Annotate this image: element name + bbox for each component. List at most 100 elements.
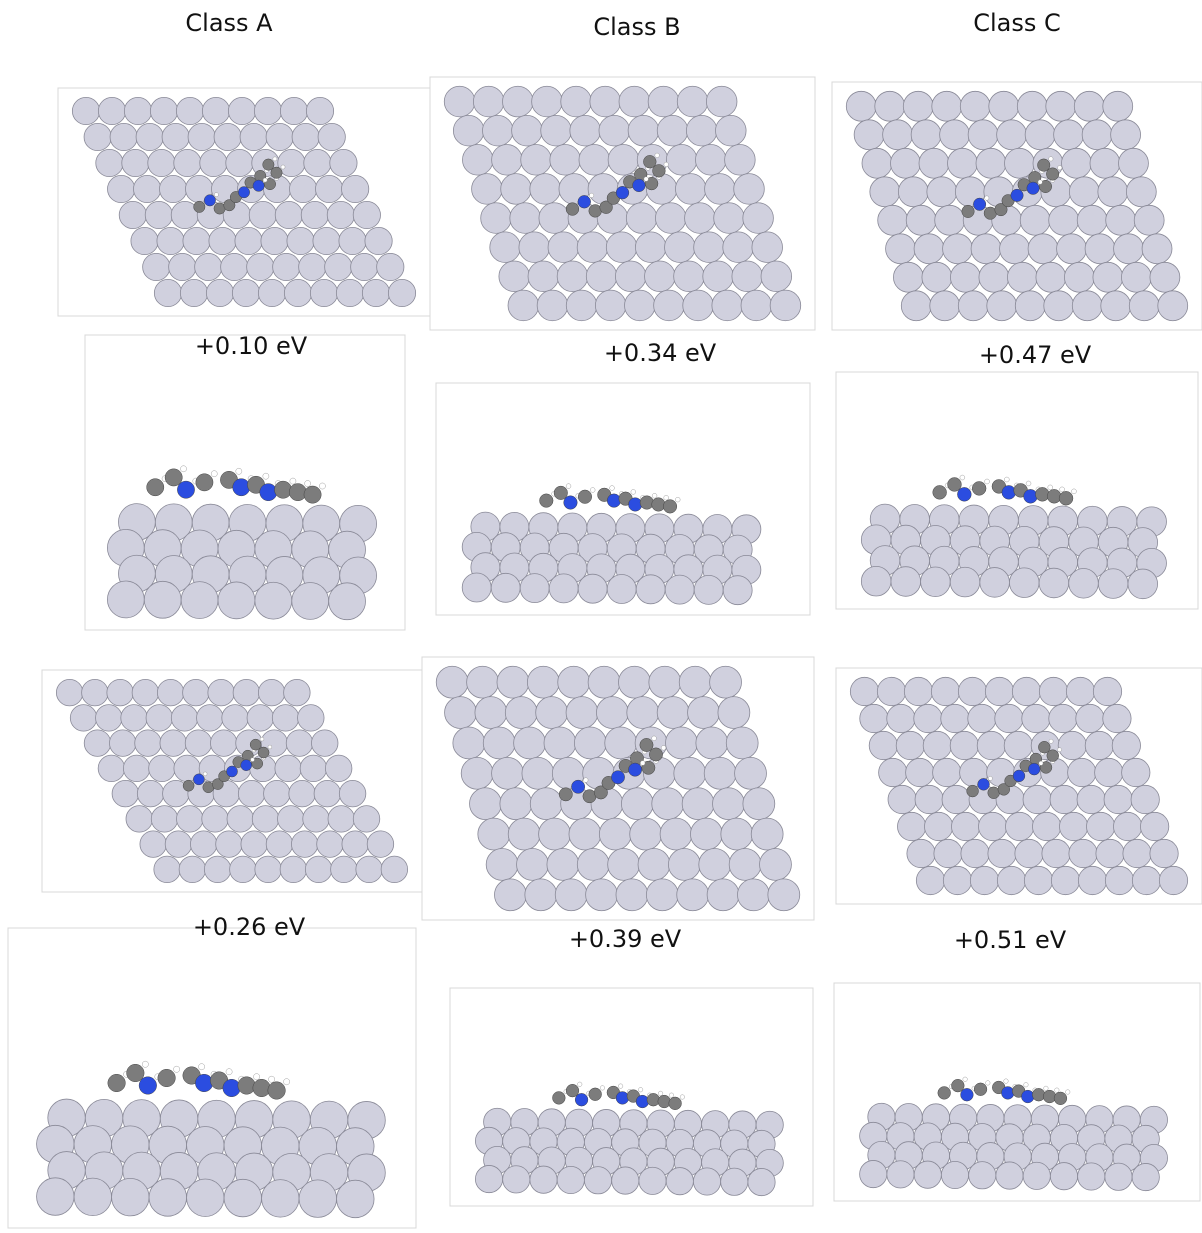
surface-atom [284,679,311,706]
surface-atom [275,201,302,228]
surface-atom [537,290,568,321]
surface-atom [492,145,523,176]
nitrogen-atom [628,498,642,512]
surface-atom [1114,234,1144,264]
surface-atom [227,806,254,833]
surface-atom [1140,812,1168,840]
surface-atom [693,1168,720,1195]
surface-atom [467,666,499,698]
surface-atom [109,730,136,757]
carbon-atom [108,1074,126,1092]
surface-atom [195,253,222,280]
surface-atom [1111,120,1141,150]
surface-atom [255,582,292,619]
surface-atom [968,704,996,732]
surface-atom [530,1166,557,1193]
molecule [540,484,681,513]
surface-atom [1122,758,1150,786]
surface-atom [233,679,260,706]
surface-atom [940,120,970,150]
carbon-atom [938,1087,951,1100]
nitrogen-atom [633,179,646,192]
surface-atom [768,879,800,911]
surface-atom [883,120,913,150]
surface-atom [1129,291,1159,321]
surface-atom [252,806,279,833]
surface-atom [1057,234,1087,264]
surface-atom [891,567,921,597]
surface-atom [306,97,333,124]
carbon-atom [268,1082,286,1100]
surface-atom [608,848,640,880]
hydrogen-atom [985,479,990,484]
surface-atom [226,149,253,176]
surface-atom [1150,262,1180,292]
surface-top-view [846,91,1187,320]
nitrogen-atom [223,1079,241,1097]
surface-atom [977,731,1005,759]
hydrogen-atom [631,489,636,494]
hydrogen-atom [600,1086,605,1091]
hydrogen-atom [577,1082,582,1087]
surface-atom [131,227,158,254]
surface-top-view [850,677,1187,894]
surface-atom [921,567,951,597]
surface-atom [721,818,753,850]
surface-atom [539,203,570,234]
hydrogen-atom [214,193,218,197]
surface-atom [927,177,957,207]
surface-atom [190,831,217,858]
surface-atom [136,123,163,150]
surface-atom [1103,91,1133,121]
surface-atom [636,575,665,604]
surface-atom [595,290,626,321]
surface-atom [1078,1163,1105,1190]
hydrogen-atom [198,1064,204,1070]
hydrogen-atom [290,478,296,484]
surface-atom [915,785,943,813]
nitrogen-atom [241,760,252,771]
surface-atom [261,227,288,254]
hydrogen-atom [319,483,325,489]
hydrogen-atom [986,1081,991,1086]
surface-atom [228,97,255,124]
surface-atom [470,788,502,820]
surface-atom [1104,785,1132,813]
surface-atom [677,879,709,911]
nitrogen-atom [233,479,250,496]
surface-atom [1101,291,1131,321]
surface-atom [330,149,357,176]
surface-atom [98,755,125,782]
surface-atom [162,123,189,150]
surface-atom [716,115,747,146]
surface-atom [180,279,207,306]
surface-atom [688,697,720,729]
surface-atom [490,232,521,263]
surface-atom [151,806,178,833]
nitrogen-atom [260,484,277,501]
surface-atom [657,697,689,729]
surface-atom [914,704,942,732]
surface-atom [473,86,504,117]
surface-atom [1098,569,1128,599]
carbon-atom [147,479,164,496]
surface-atom [1015,291,1045,321]
hydrogen-atom [263,473,269,479]
surface-atom [299,253,326,280]
surface-atom [1028,234,1058,264]
surface-atom [649,666,681,698]
hydrogen-atom [618,1084,623,1089]
surface-atom [979,262,1009,292]
surface-atom [891,148,921,178]
carbon-atom [640,738,653,751]
surface-atom [1085,234,1115,264]
energy-label: +0.51 eV [954,926,1067,954]
surface-side-view [107,504,376,620]
surface-atom [183,679,210,706]
surface-atom [861,566,891,596]
surface-atom [224,1179,262,1217]
surface-atom [72,97,99,124]
surface-atom [639,1167,666,1194]
surface-atom [897,812,925,840]
surface-atom [240,123,267,150]
